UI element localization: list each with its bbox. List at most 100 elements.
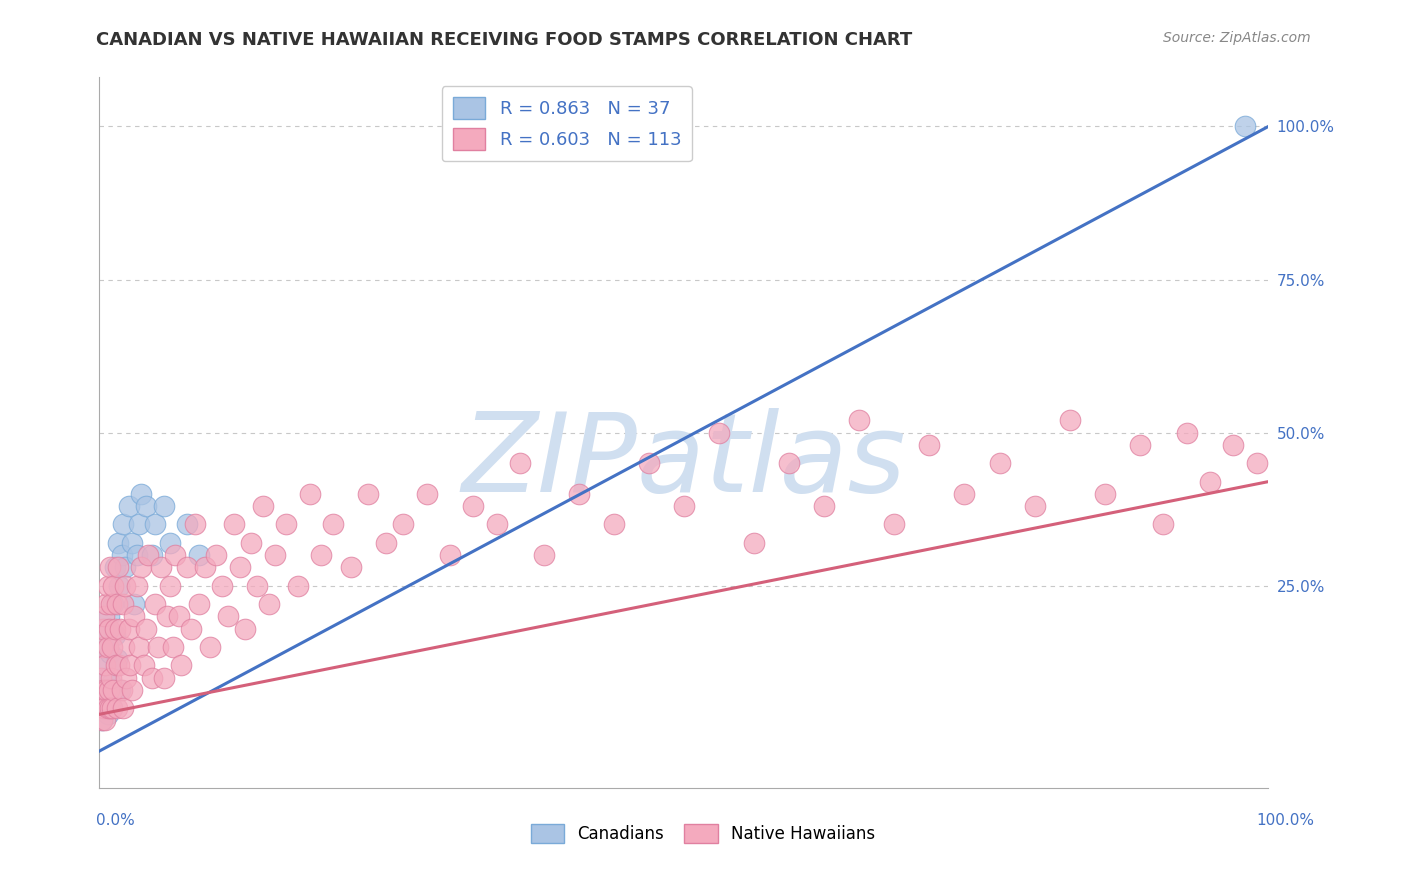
Point	[187, 548, 209, 562]
Point	[146, 640, 169, 654]
Text: 0.0%: 0.0%	[96, 814, 135, 828]
Point	[159, 536, 181, 550]
Point	[117, 622, 139, 636]
Point	[415, 487, 437, 501]
Point	[1094, 487, 1116, 501]
Point	[94, 658, 117, 673]
Point	[100, 676, 122, 690]
Point	[110, 682, 132, 697]
Point	[94, 622, 117, 636]
Point	[91, 695, 114, 709]
Point	[118, 658, 141, 673]
Point	[112, 640, 135, 654]
Point	[228, 560, 250, 574]
Point	[90, 714, 112, 728]
Point	[96, 682, 118, 697]
Point	[105, 652, 128, 666]
Point	[988, 456, 1011, 470]
Legend: R = 0.863   N = 37, R = 0.603   N = 113: R = 0.863 N = 37, R = 0.603 N = 113	[441, 87, 692, 161]
Point	[103, 560, 125, 574]
Point	[813, 499, 835, 513]
Point	[114, 560, 136, 574]
Point	[101, 701, 124, 715]
Point	[141, 548, 163, 562]
Point	[165, 548, 187, 562]
Point	[339, 560, 361, 574]
Point	[145, 597, 167, 611]
Point	[141, 671, 163, 685]
Point	[194, 560, 217, 574]
Point	[117, 499, 139, 513]
Text: ZIPatlas: ZIPatlas	[461, 408, 905, 515]
Point	[707, 425, 730, 440]
Point	[167, 609, 190, 624]
Point	[263, 548, 285, 562]
Point	[107, 560, 129, 574]
Point	[235, 622, 257, 636]
Point	[170, 658, 193, 673]
Point	[125, 579, 148, 593]
Point	[322, 517, 344, 532]
Point	[108, 658, 131, 673]
Point	[97, 622, 120, 636]
Point	[257, 597, 280, 611]
Point	[103, 628, 125, 642]
Point	[217, 609, 239, 624]
Point	[298, 487, 321, 501]
Point	[93, 701, 115, 715]
Point	[135, 499, 157, 513]
Point	[90, 640, 112, 654]
Point	[1222, 438, 1244, 452]
Point	[392, 517, 415, 532]
Point	[176, 560, 198, 574]
Point	[1234, 120, 1257, 134]
Point	[1199, 475, 1222, 489]
Point	[98, 701, 121, 715]
Point	[90, 714, 112, 728]
Point	[145, 517, 167, 532]
Point	[152, 671, 174, 685]
Point	[98, 646, 121, 660]
Point	[110, 682, 132, 697]
Text: 100.0%: 100.0%	[1257, 814, 1315, 828]
Point	[132, 658, 155, 673]
Point	[103, 579, 125, 593]
Point	[96, 701, 118, 715]
Point	[1175, 425, 1198, 440]
Point	[121, 682, 143, 697]
Point	[211, 579, 233, 593]
Point	[111, 597, 134, 611]
Point	[94, 682, 117, 697]
Point	[205, 548, 228, 562]
Point	[200, 640, 222, 654]
Point	[246, 579, 269, 593]
Point	[104, 658, 127, 673]
Point	[114, 579, 136, 593]
Point	[742, 536, 765, 550]
Point	[125, 548, 148, 562]
Point	[176, 517, 198, 532]
Point	[103, 682, 125, 697]
Point	[93, 609, 115, 624]
Point	[131, 487, 153, 501]
Point	[357, 487, 380, 501]
Point	[287, 579, 309, 593]
Point	[94, 714, 117, 728]
Point	[637, 456, 659, 470]
Point	[100, 671, 122, 685]
Point	[533, 548, 555, 562]
Point	[93, 640, 115, 654]
Point	[1059, 413, 1081, 427]
Point	[93, 701, 115, 715]
Point	[101, 701, 124, 715]
Point	[108, 579, 131, 593]
Point	[159, 579, 181, 593]
Point	[111, 701, 134, 715]
Point	[374, 536, 396, 550]
Text: CANADIAN VS NATIVE HAWAIIAN RECEIVING FOOD STAMPS CORRELATION CHART: CANADIAN VS NATIVE HAWAIIAN RECEIVING FO…	[96, 31, 912, 49]
Point	[463, 499, 485, 513]
Point	[1152, 517, 1174, 532]
Point	[91, 622, 114, 636]
Point	[103, 597, 125, 611]
Point	[1024, 499, 1046, 513]
